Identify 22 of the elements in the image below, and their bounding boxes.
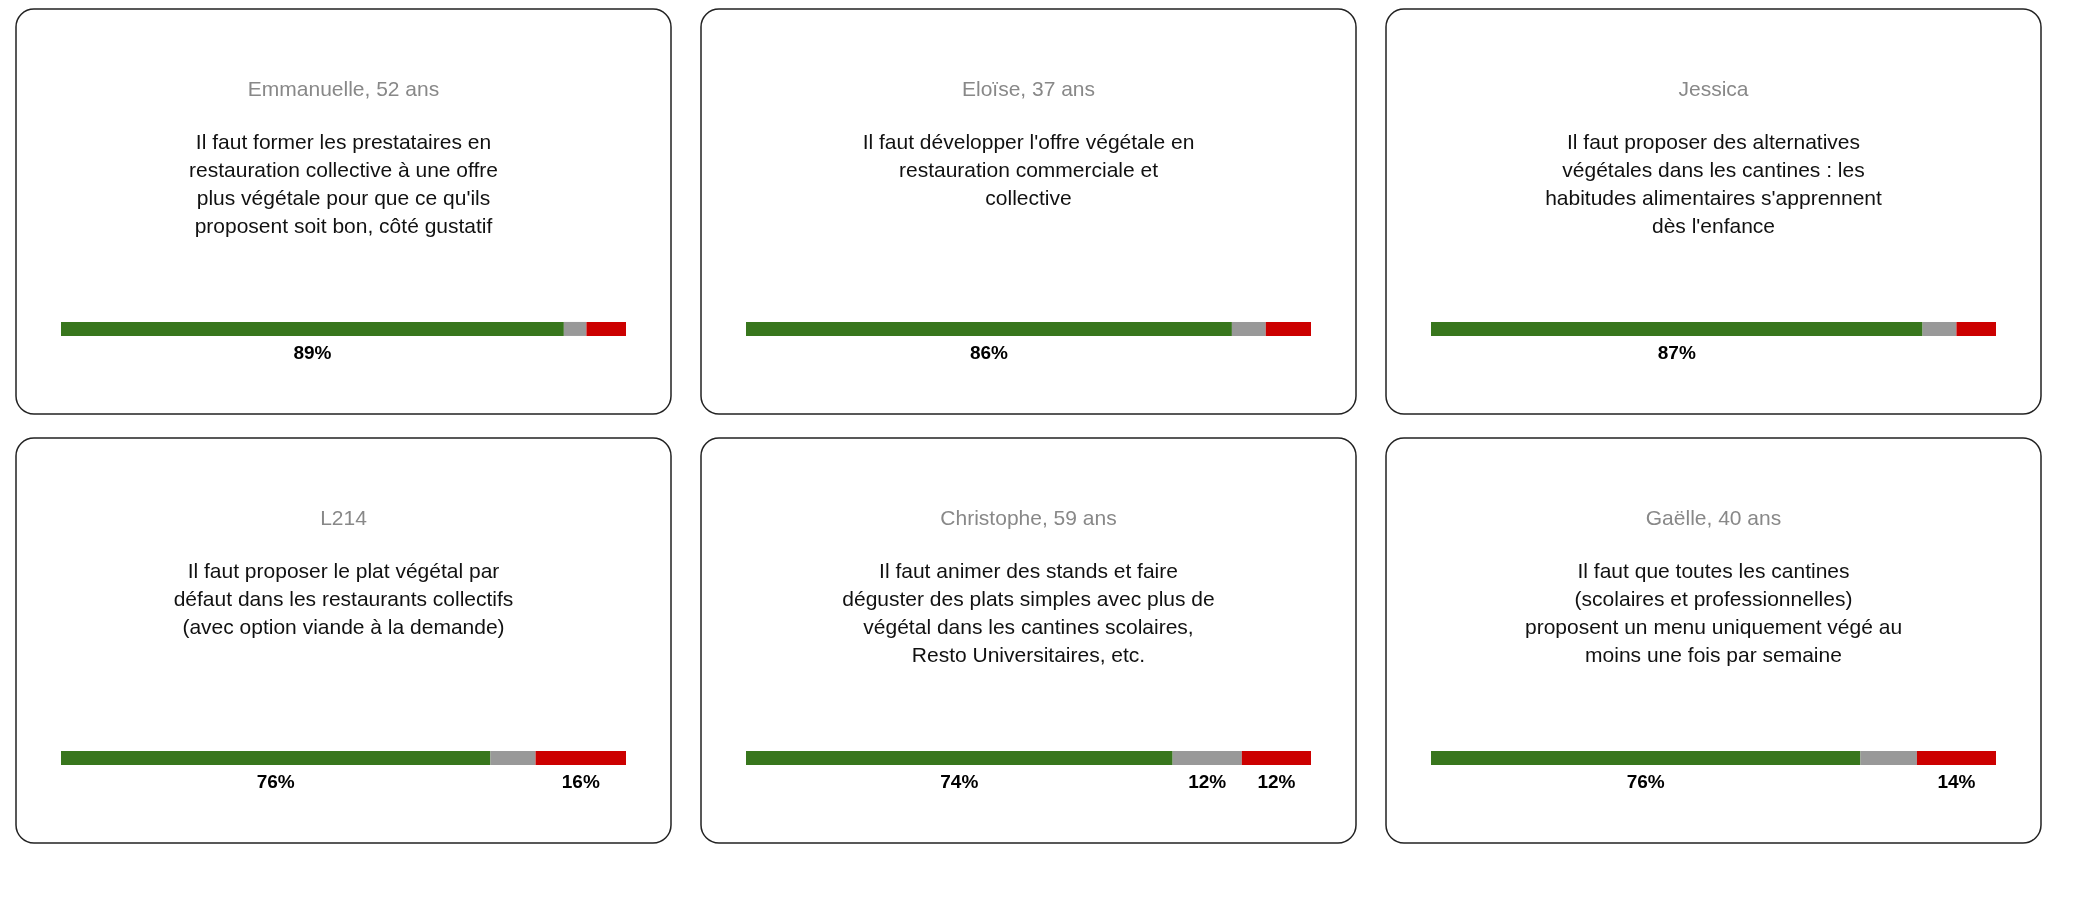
chart-subtitle: Il faut proposer des alternatives végétales dans les cantines : les habitudes alimentaires s'apprennent dès l'enfance [1545,129,1883,237]
data-label: 16% [561,770,600,792]
chart-subtitle: Il faut proposer le plat végétal par défaut dans les restaurants collectifs (avec option viande à la demande) [173,558,514,638]
chart-title: Emmanuelle, 52 ans [247,77,440,100]
data-label: 74% [940,770,979,792]
data-label: 89% [293,341,332,363]
chart-subtitle: Il faut que toutes les cantines (scolaires et professionnelles) proposent un menu uniquement végé au moins une fois par semaine [1524,558,1903,666]
data-label: 12% [1257,770,1296,792]
data-label: 76% [1626,770,1665,792]
chart-title: Gaëlle, 40 ans [1645,506,1782,529]
chart-title: Eloïse, 37 ans [961,77,1096,100]
data-label: 14% [1937,770,1976,792]
data-label: 86% [969,341,1009,363]
chart-subtitle: Il faut former les prestataires en restauration collective à une offre plus végétale pour que ce qu'ils proposent soit bon, côté gustatif [189,129,498,237]
chart-subtitle: Il faut développer l'offre végétale en restauration commerciale et collective [862,129,1195,209]
chart-title: Christophe, 59 ans [940,506,1117,529]
data-label: 87% [1657,341,1696,363]
chart-subtitle: Il faut animer des stands et faire déguster des plats simples avec plus de végétal dans les cantines scolaires, Resto Universitaires, etc. [842,558,1215,666]
data-label: 76% [256,770,295,792]
chart-title: Jessica [1678,77,1749,100]
chart-title: L214 [320,506,368,529]
data-label: 12% [1188,770,1227,792]
